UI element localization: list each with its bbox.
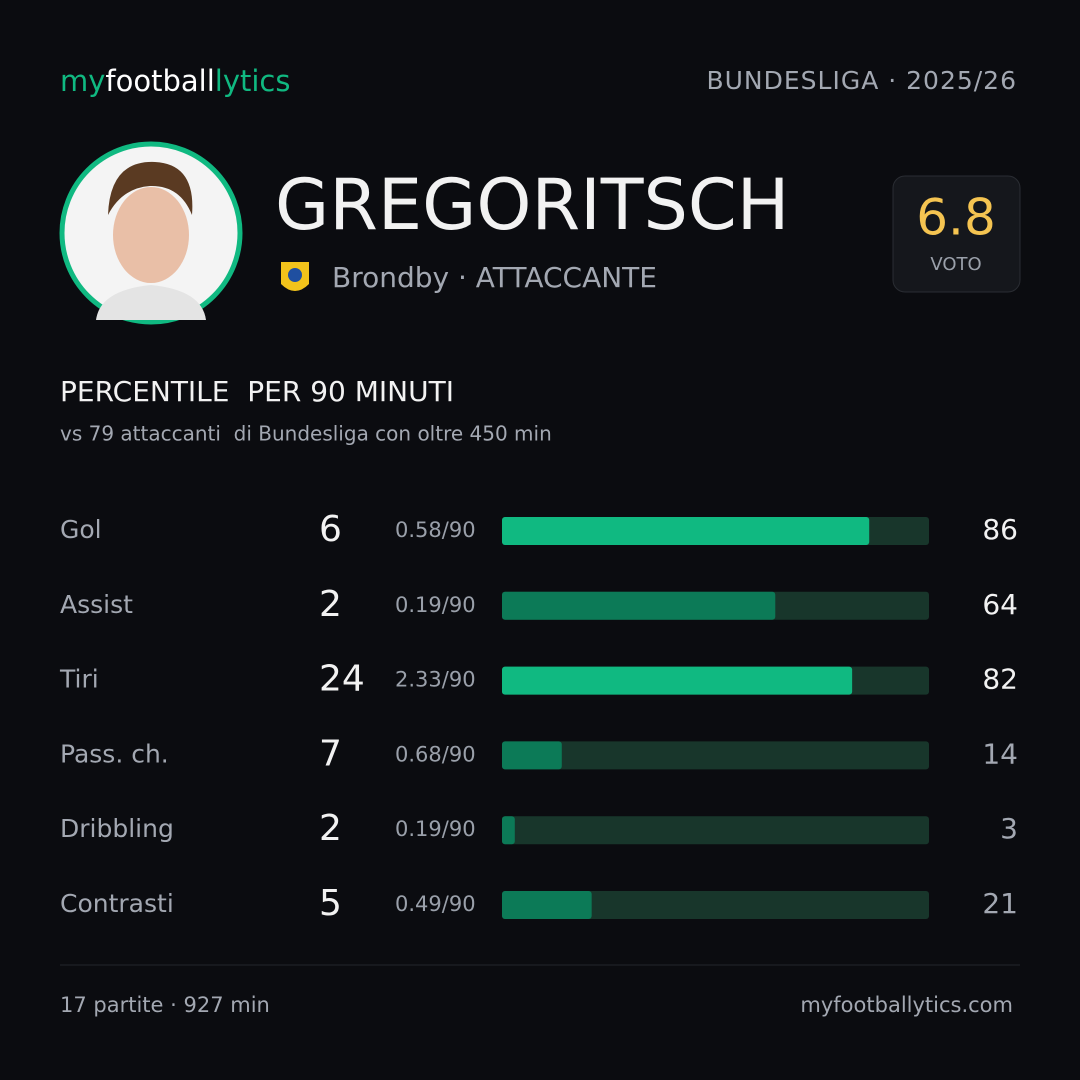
logo: myfootballlytics <box>60 64 290 98</box>
stat-label: Contrasti <box>60 889 174 918</box>
percentile-bar <box>502 666 853 695</box>
stat-per90: 0.68/90 <box>395 742 476 766</box>
stat-per90: 0.19/90 <box>395 593 476 617</box>
rating-box <box>892 175 1021 293</box>
stat-per90: 0.19/90 <box>395 817 476 841</box>
percentile-bar <box>502 816 515 845</box>
stat-label: Tiri <box>59 665 99 694</box>
footer-left: 17 partite · 927 min <box>60 993 270 1017</box>
player-photo <box>59 141 243 325</box>
rating-label: VOTO <box>930 254 981 275</box>
bar-track <box>502 816 929 845</box>
bar-track <box>502 891 929 919</box>
stat-count: 7 <box>319 733 342 774</box>
player-name: GREGORITSCH <box>275 164 789 246</box>
club-crest <box>281 262 309 291</box>
stat-count: 6 <box>319 509 342 550</box>
percentile-value: 82 <box>982 663 1018 696</box>
stat-per90: 0.49/90 <box>395 892 476 916</box>
stat-count: 2 <box>319 808 342 849</box>
logo-part: lytics <box>215 64 291 98</box>
percentile-value: 64 <box>982 588 1018 621</box>
stat-count: 2 <box>319 584 342 625</box>
percentile-value: 3 <box>1000 812 1018 845</box>
percentile-bar <box>502 591 776 620</box>
stat-rows: Gol 6 0.58/90 86 Assist 2 0.19/90 64 Tiri 24 2.33/… <box>59 509 1018 924</box>
section-subtitle: vs 79 attaccanti di Bundesliga con oltre… <box>60 422 552 446</box>
stat-label: Pass. ch. <box>60 739 169 768</box>
stat-per90: 0.58/90 <box>395 518 476 542</box>
percentile-value: 21 <box>982 887 1018 920</box>
section-title: PERCENTILE PER 90 MINUTI <box>60 375 454 408</box>
stat-label: Assist <box>60 590 133 619</box>
percentile-value: 86 <box>982 513 1018 546</box>
footer-right: myfootballytics.com <box>800 993 1013 1017</box>
bar-track <box>502 741 929 770</box>
stat-count: 24 <box>319 659 365 700</box>
logo-part: football <box>105 64 214 98</box>
stat-count: 5 <box>319 883 342 924</box>
stat-label: Dribbling <box>60 814 174 843</box>
percentile-bar <box>502 891 592 919</box>
percentile-bar <box>502 517 870 545</box>
percentile-bar <box>502 741 562 770</box>
league: BUNDESLIGA · 2025/26 <box>706 66 1017 95</box>
team-role: Brondby · ATTACCANTE <box>332 261 657 294</box>
stat-label: Gol <box>60 515 102 544</box>
logo-part: my <box>60 64 105 98</box>
rating: 6.8 <box>916 189 996 247</box>
stat-per90: 2.33/90 <box>395 668 476 692</box>
percentile-value: 14 <box>982 737 1018 770</box>
